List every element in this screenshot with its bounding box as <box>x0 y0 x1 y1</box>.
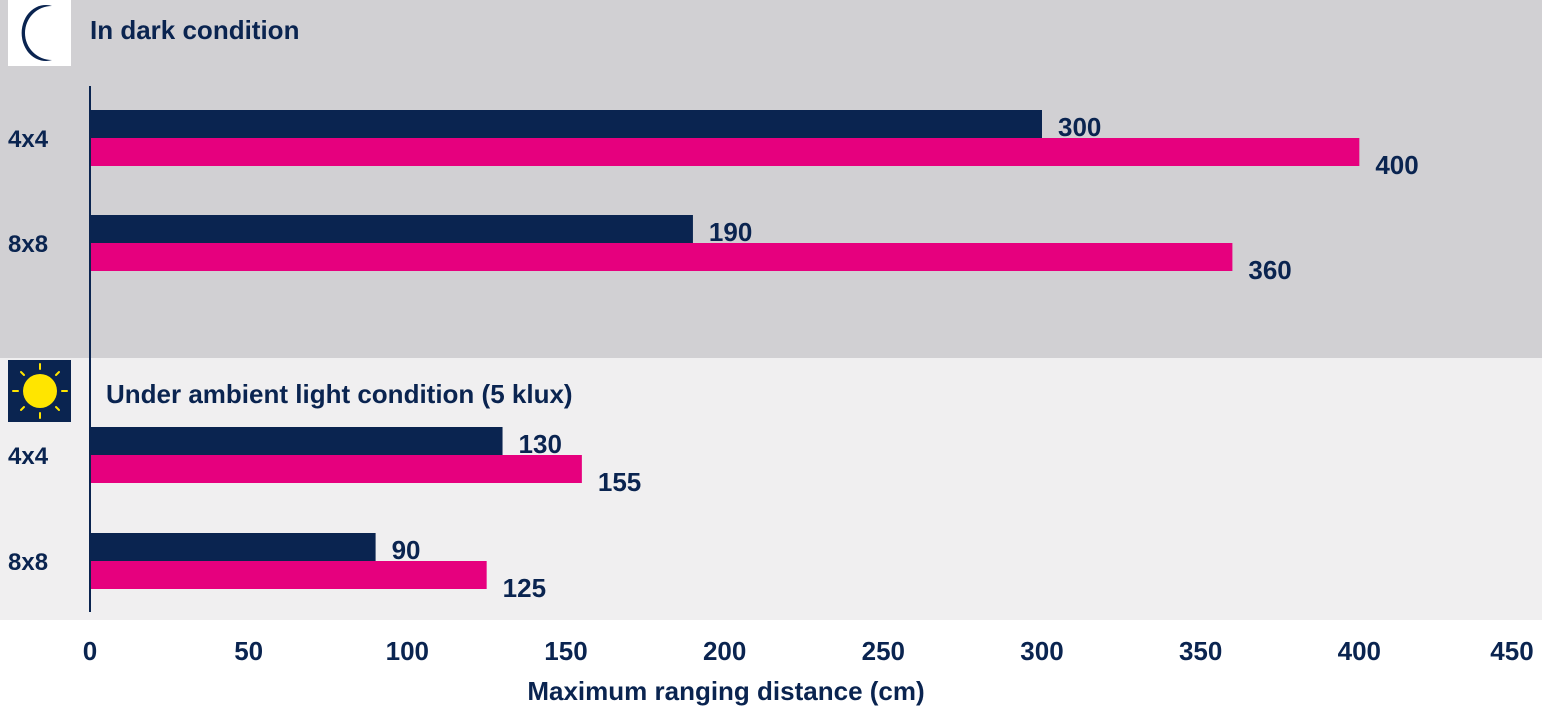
moon-icon <box>8 0 71 66</box>
x-axis-label: Maximum ranging distance (cm) <box>527 676 924 706</box>
bars-layer <box>91 110 1360 589</box>
bar-pink <box>91 138 1360 166</box>
data-label: 130 <box>519 429 562 459</box>
x-axis-ticks: 0 50 100 150 200 250 300 350 400 450 <box>83 636 1534 666</box>
category-label: 8x8 <box>8 549 48 576</box>
data-label: 90 <box>392 535 421 565</box>
bar-dark <box>91 110 1042 138</box>
x-tick-label: 50 <box>234 636 263 666</box>
dark-panel-title: In dark condition <box>90 15 299 45</box>
data-label: 360 <box>1248 255 1291 285</box>
bar-pink <box>91 455 582 483</box>
category-label: 4x4 <box>8 126 49 153</box>
bar-pink <box>91 561 487 589</box>
category-label: 8x8 <box>8 231 48 258</box>
ambient-panel-title: Under ambient light condition (5 klux) <box>106 379 573 409</box>
x-tick-label: 350 <box>1179 636 1222 666</box>
x-tick-label: 250 <box>862 636 905 666</box>
category-label: 4x4 <box>8 443 49 470</box>
value-labels: 300 400 190 360 130 155 90 125 <box>392 112 1419 603</box>
x-tick-label: 450 <box>1490 636 1533 666</box>
data-label: 155 <box>598 467 641 497</box>
sun-icon <box>8 360 71 422</box>
x-tick-label: 400 <box>1338 636 1381 666</box>
data-label: 300 <box>1058 112 1101 142</box>
bar-dark <box>91 533 376 561</box>
x-tick-label: 150 <box>544 636 587 666</box>
data-label: 400 <box>1375 150 1418 180</box>
x-tick-label: 300 <box>1020 636 1063 666</box>
x-tick-label: 0 <box>83 636 97 666</box>
data-label: 125 <box>503 573 546 603</box>
data-label: 190 <box>709 217 752 247</box>
bar-dark <box>91 215 693 243</box>
dark-panel-background <box>0 0 1542 358</box>
x-tick-label: 200 <box>703 636 746 666</box>
bar-dark <box>91 427 503 455</box>
bar-pink <box>91 243 1233 271</box>
category-labels: 4x4 8x8 4x4 8x8 <box>8 126 49 576</box>
x-tick-label: 100 <box>386 636 429 666</box>
